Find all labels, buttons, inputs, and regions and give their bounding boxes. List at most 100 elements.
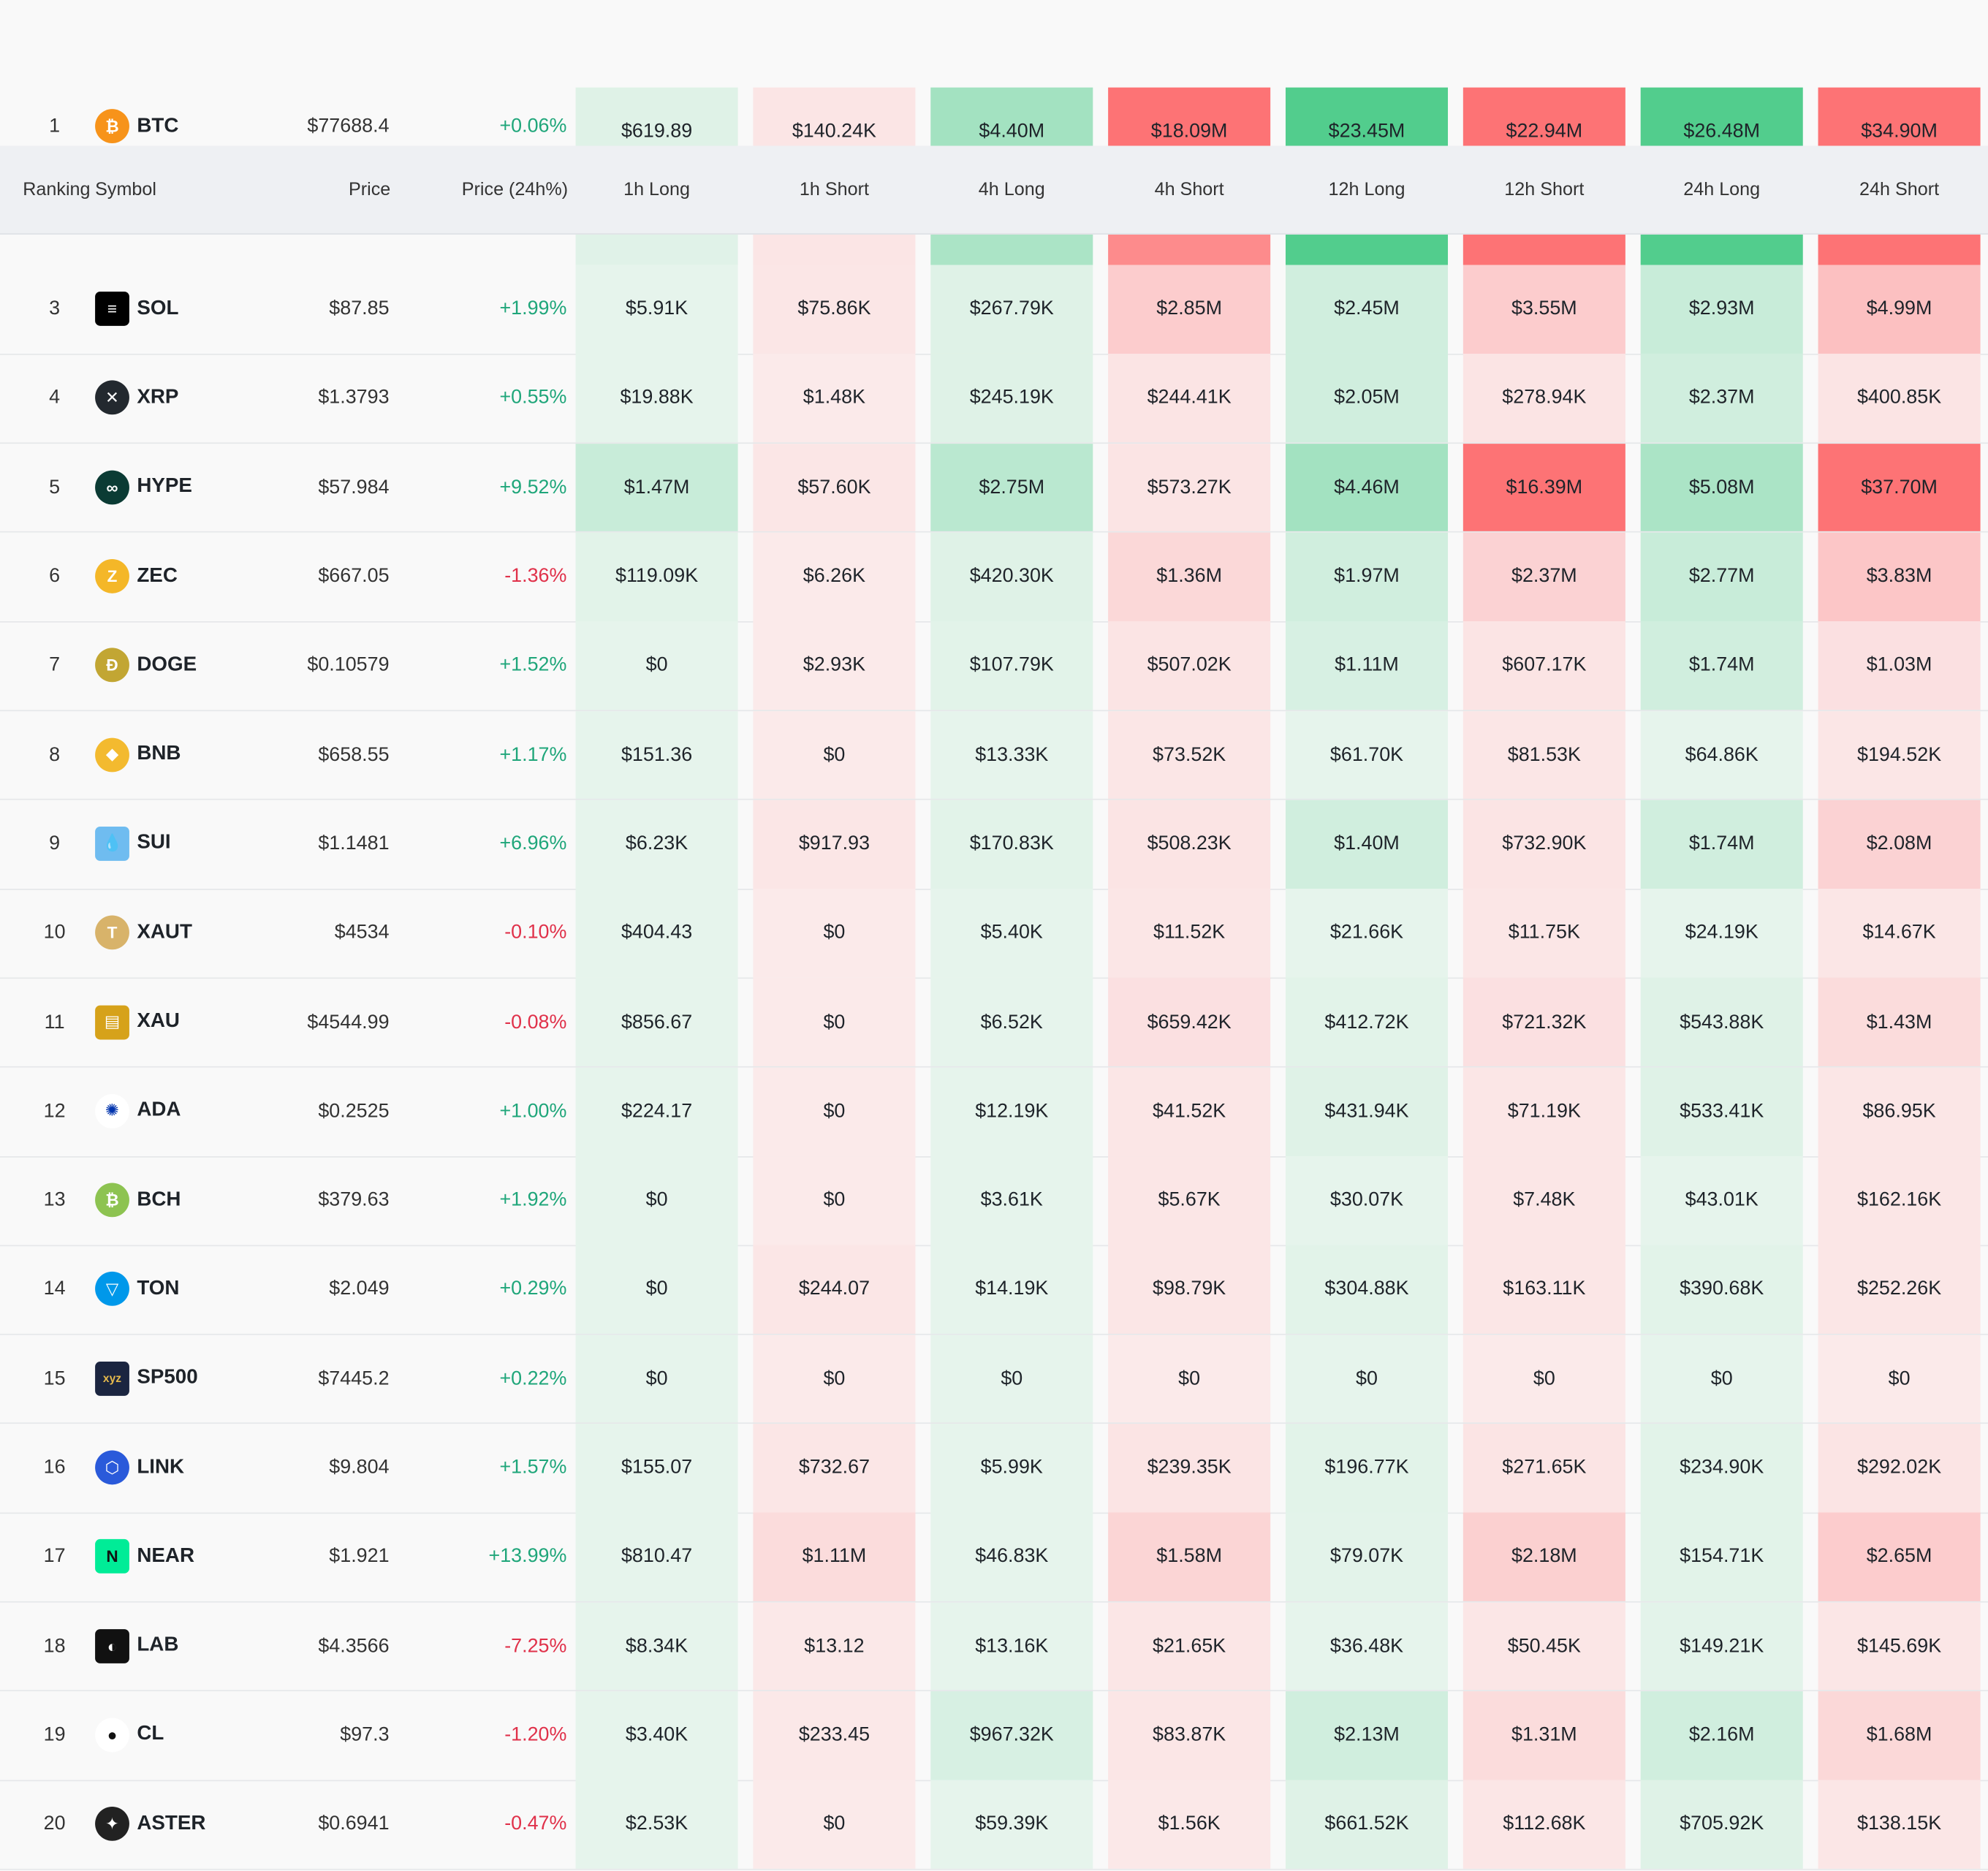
symbol-cell[interactable]: ◆ BNB [95,737,181,772]
heat-cell: $278.94K [1462,354,1625,444]
symbol-cell[interactable]: ₿ BCH [95,1183,181,1218]
price-change: -0.10% [504,922,567,944]
heat-cell: $162.16K [1818,1156,1981,1245]
heat-cell: $0 [1462,1334,1625,1424]
symbol-cell[interactable]: ▽ TON [95,1272,179,1307]
heat-cell: $619.89 [575,87,738,146]
price-value: $0.2525 [318,1100,390,1122]
heat-cell: $390.68K [1640,1245,1803,1335]
heat-cell: $239.35K [1108,1423,1271,1513]
symbol-cell[interactable]: ₿ BTC [95,109,178,144]
heat-cell: $224.17 [575,1067,738,1157]
heat-cell: $1.56K [1108,1780,1271,1870]
symbol-cell[interactable]: ⬡ LINK [95,1450,185,1485]
heat-cell: $3.83M [1818,532,1981,622]
symbol-cell[interactable]: N NEAR [95,1539,195,1574]
price-value: $667.05 [318,565,390,588]
heat-cell: $917.93 [753,800,916,889]
col-4h-short[interactable]: 4h Short [1154,179,1224,200]
symbol-cell[interactable]: ▤ XAU [95,1004,180,1039]
btc-icon: ₿ [95,109,129,144]
symbol-cell[interactable]: xyz SP500 [95,1361,198,1396]
col-price-change[interactable]: Price (24h%) [461,179,569,200]
heat-cell: $57.60K [753,443,916,533]
price-value: $1.921 [329,1546,390,1568]
heat-cell: $21.66K [1285,889,1449,979]
row-rank: 6 [49,565,61,588]
symbol-cell[interactable]: 💧 SUI [95,826,171,861]
heat-cell: $1.48K [753,354,916,444]
symbol-label: ZEC [137,564,178,587]
heat-cell: $24.19K [1640,889,1803,979]
col-1h-long[interactable]: 1h Long [623,179,691,200]
symbol-cell[interactable]: ◐ LAB [95,1628,178,1663]
heat-cell: $0 [575,1156,738,1245]
price-value: $1.3793 [318,387,390,409]
heat-cell: $3.40K [575,1690,738,1780]
row-divider [0,1601,1988,1603]
symbol-label: LINK [137,1456,185,1478]
heat-cell: $2.08M [1818,800,1981,889]
heat-cell: $2.53K [575,1780,738,1870]
heat-cell: $233.45 [753,1690,916,1780]
heat-cell: $5.91K [575,265,738,354]
symbol-label: LAB [137,1634,179,1656]
symbol-cell[interactable]: ∞ HYPE [95,470,192,504]
heat-cell: $86.95K [1818,1067,1981,1157]
heat-cell: $73.52K [1108,710,1271,800]
heat-cell: $245.19K [930,354,1093,444]
heat-cell: $3.61K [930,1156,1093,1245]
symbol-cell[interactable]: Z ZEC [95,559,178,593]
heat-cell: $21.65K [1108,1601,1271,1691]
heat-cell: $1.11M [1285,621,1449,711]
heat-cell: $13.12 [753,1601,916,1691]
symbol-cell[interactable]: T XAUT [95,915,192,950]
heat-cell: $1.11M [753,1512,916,1602]
heat-cell-partial [1285,233,1449,265]
heat-cell: $2.75M [930,443,1093,533]
symbol-label: CL [137,1723,164,1745]
symbol-cell[interactable]: ● CL [95,1718,164,1753]
symbol-cell[interactable]: ✦ ASTER [95,1807,205,1842]
heat-cell: $11.75K [1462,889,1625,979]
col-24h-short[interactable]: 24h Short [1859,179,1940,200]
symbol-cell[interactable]: ✕ XRP [95,381,178,416]
symbol-cell[interactable]: Ð DOGE [95,648,197,683]
col-4h-long[interactable]: 4h Long [978,179,1045,200]
symbol-label: NEAR [137,1545,195,1567]
heat-cell: $23.45M [1285,87,1449,146]
col-price[interactable]: Price [348,179,391,200]
cl-icon: ● [95,1718,129,1753]
symbol-label: BNB [137,743,181,765]
heat-cell: $267.79K [930,265,1093,354]
heat-cell: $0 [753,978,916,1068]
sui-icon: 💧 [95,826,129,861]
col-24h-long[interactable]: 24h Long [1683,179,1761,200]
heat-cell: $2.93M [1640,265,1803,354]
heat-cell: $2.37M [1640,354,1803,444]
symbol-cell[interactable]: ✺ ADA [95,1093,181,1128]
heat-cell: $37.70M [1818,443,1981,533]
symbol-cell[interactable]: ≡ SOL [95,292,178,327]
price-change: +6.96% [499,832,567,855]
col-ranking[interactable]: Ranking [23,179,91,200]
zec-icon: Z [95,559,129,593]
price-change: +13.99% [488,1546,567,1568]
ada-icon: ✺ [95,1093,129,1128]
row-rank: 4 [49,387,61,409]
heat-cell: $155.07 [575,1423,738,1513]
heat-cell: $6.26K [753,532,916,622]
row-rank: 7 [49,654,61,677]
col-1h-short[interactable]: 1h Short [799,179,869,200]
heat-cell: $46.83K [930,1512,1093,1602]
heat-cell: $856.67 [575,978,738,1068]
xau-icon: ▤ [95,1004,129,1039]
heat-cell: $0 [753,1780,916,1870]
heat-cell: $1.68M [1818,1690,1981,1780]
heat-cell: $2.93K [753,621,916,711]
col-12h-long[interactable]: 12h Long [1328,179,1405,200]
heat-cell: $508.23K [1108,800,1271,889]
col-12h-short[interactable]: 12h Short [1504,179,1585,200]
col-symbol[interactable]: Symbol [95,179,156,200]
heat-cell: $79.07K [1285,1512,1449,1602]
